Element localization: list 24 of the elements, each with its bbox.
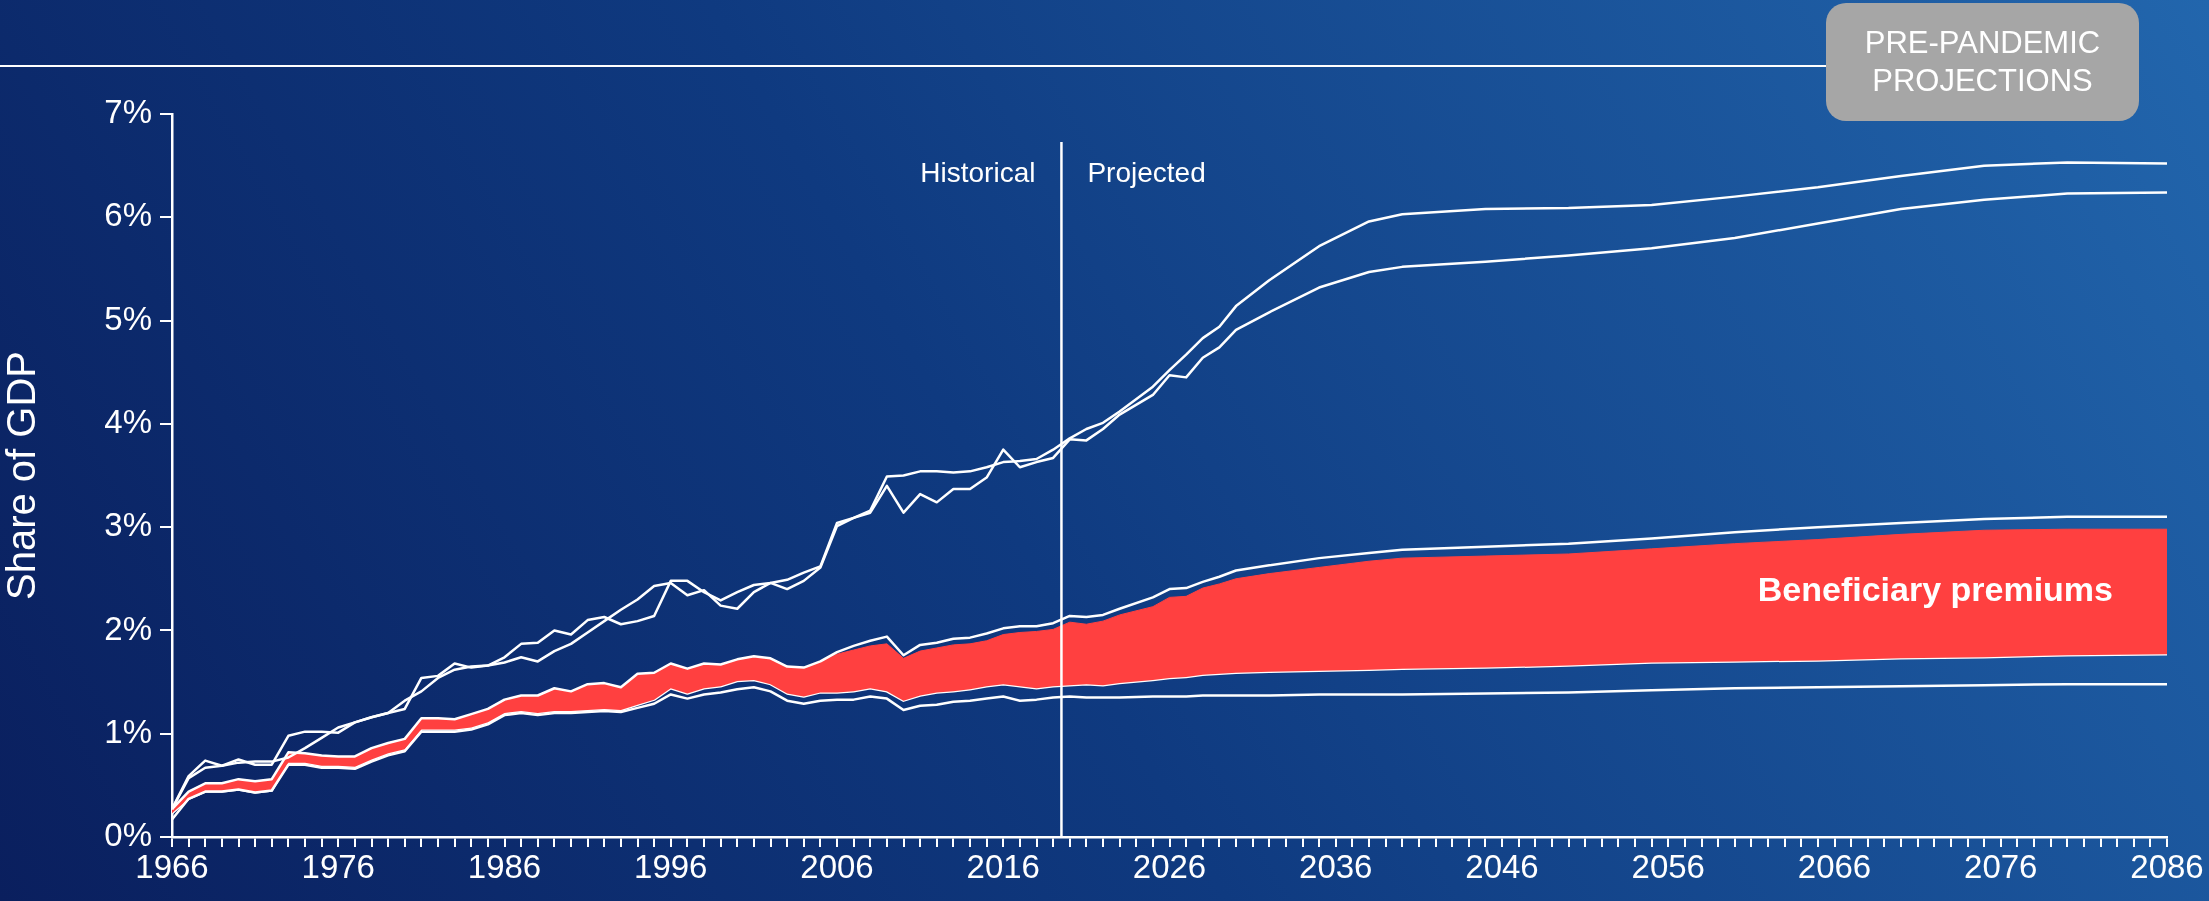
x-tick-label: 2046 — [1465, 847, 1539, 885]
y-axis-title: Share of GDP — [0, 350, 44, 601]
x-tick-label: 2086 — [2130, 847, 2204, 885]
text: PRE-PANDEMIC PROJECTIONS — [1826, 3, 2139, 121]
annotation: Historical — [920, 156, 1036, 188]
y-tick-label: 2% — [104, 609, 152, 647]
x-tick-label: 2036 — [1299, 847, 1373, 885]
series-label: Beneficiary premiums — [1757, 570, 2113, 609]
x-tick-label: 1996 — [634, 847, 708, 885]
y-tick-label: 1% — [104, 712, 152, 750]
y-tick-label: 4% — [104, 402, 152, 440]
annotation: Projected — [1087, 156, 1206, 188]
x-tick-label: 1986 — [467, 847, 542, 885]
x-tick-label: 2066 — [1797, 847, 1872, 885]
x-tick-label: 2016 — [966, 847, 1040, 885]
y-tick-label: 6% — [104, 196, 152, 234]
x-tick-label: 2076 — [1964, 847, 2038, 885]
y-tick-label: 3% — [104, 506, 152, 544]
y-tick-label: 7% — [104, 93, 152, 131]
y-tick-label: 5% — [104, 299, 152, 337]
x-tick-label: 1976 — [301, 847, 375, 885]
x-tick-label: 2056 — [1631, 847, 1705, 885]
x-tick-label: 2026 — [1132, 847, 1207, 885]
x-tick-label: 2006 — [800, 847, 874, 885]
